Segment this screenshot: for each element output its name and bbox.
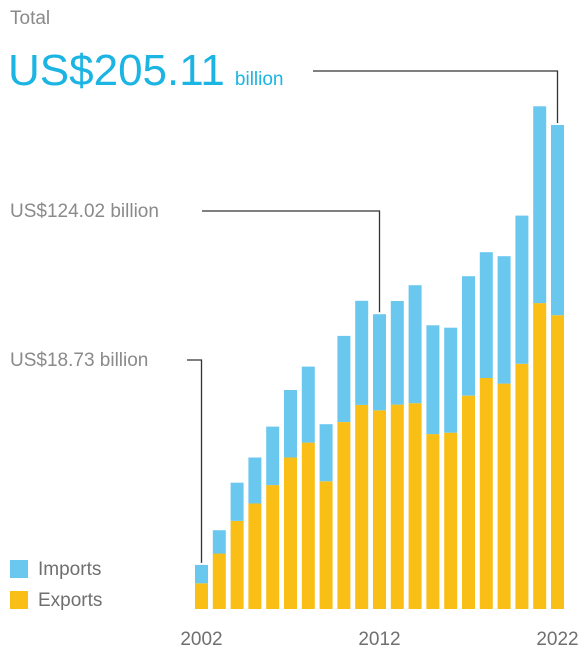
x-axis: 2002 2012 2022 (180, 629, 578, 650)
bar-exports-2014 (408, 403, 422, 609)
bar-exports-2015 (426, 434, 440, 609)
annotation-labels: US$18.73 billion US$124.02 billion (10, 201, 159, 371)
bar-exports-2003 (212, 553, 226, 609)
legend-swatch-exports (10, 591, 28, 609)
bar-exports-2004 (230, 521, 244, 609)
bar-imports-2002 (195, 564, 208, 584)
bar-exports-2007 (284, 457, 297, 609)
bar-imports-2011 (355, 300, 369, 405)
bar-imports-2004 (230, 482, 244, 521)
bar-exports-2009 (319, 481, 333, 609)
bar-exports-2012 (373, 410, 386, 609)
headline-value: US$205.11 (8, 46, 225, 95)
headline-unit: billion (235, 69, 284, 90)
bar-imports-2009 (319, 424, 333, 482)
x-tick-2002: 2002 (180, 629, 222, 650)
legend-label-imports: Imports (38, 559, 101, 580)
bar-imports-2013 (390, 301, 404, 405)
bar-imports-2010 (337, 335, 351, 422)
headline-total: US$205.11 billion (8, 46, 284, 95)
bars (195, 106, 564, 609)
bar-exports-2013 (390, 404, 404, 609)
bar-exports-2022 (551, 315, 564, 609)
annotation-leaders (187, 70, 559, 563)
bar-exports-2018 (479, 378, 493, 609)
bar-imports-2014 (408, 285, 422, 404)
legend-label-exports: Exports (38, 590, 102, 611)
bar-exports-2005 (248, 503, 262, 609)
bar-exports-2006 (266, 485, 280, 609)
bar-imports-2008 (301, 366, 315, 443)
legend-swatch-imports (10, 560, 28, 578)
bar-imports-2003 (212, 530, 226, 554)
bar-imports-2006 (266, 426, 280, 486)
bar-exports-2010 (337, 422, 351, 609)
annotation-2002: US$18.73 billion (10, 350, 148, 371)
leader-2002 (187, 359, 203, 563)
bar-imports-2018 (479, 252, 493, 378)
bar-exports-2020 (515, 363, 529, 609)
bar-imports-2022 (551, 125, 564, 316)
bar-exports-2008 (301, 442, 315, 609)
bar-exports-2019 (497, 383, 511, 609)
leader-2012 (202, 210, 381, 313)
annotation-2012: US$124.02 billion (10, 201, 159, 222)
bar-imports-2007 (284, 390, 297, 458)
bar-imports-2012 (373, 314, 386, 411)
bar-exports-2002 (195, 583, 208, 609)
legend: Imports Exports (10, 559, 102, 611)
bar-exports-2021 (533, 303, 547, 609)
bar-imports-2020 (515, 215, 529, 364)
bar-imports-2019 (497, 256, 511, 384)
bar-exports-2017 (462, 395, 475, 609)
bar-imports-2005 (248, 457, 262, 504)
x-tick-2022: 2022 (536, 629, 578, 650)
bar-imports-2017 (462, 276, 475, 396)
leader-2022 (313, 70, 559, 123)
bar-exports-2016 (444, 432, 458, 609)
x-tick-2012: 2012 (358, 629, 400, 650)
bar-imports-2021 (533, 106, 547, 304)
headline-label: Total (10, 8, 50, 29)
bar-exports-2011 (355, 404, 369, 609)
bar-imports-2016 (444, 327, 458, 433)
bar-imports-2015 (426, 325, 440, 435)
